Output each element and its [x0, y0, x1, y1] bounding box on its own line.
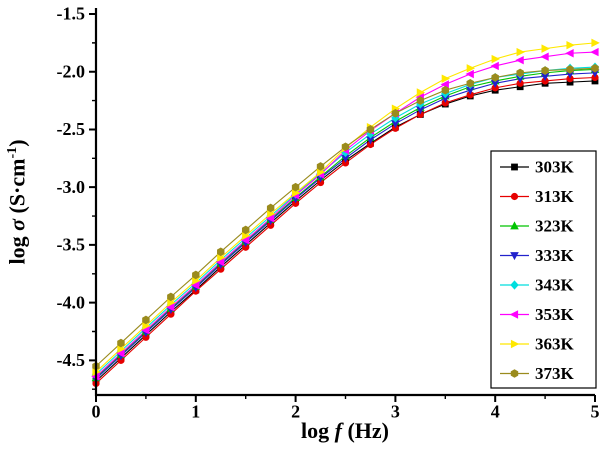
- x-axis-label-symbol: f: [334, 418, 342, 443]
- y-axis-label-symbol: σ: [4, 219, 30, 231]
- y-axis-label-units: (S·cm: [4, 158, 30, 220]
- x-axis-label-units: (Hz): [341, 418, 389, 443]
- y-axis-label-close: ): [4, 139, 30, 147]
- y-axis-label: log σ (S·cm-1): [4, 52, 32, 352]
- x-axis-label: log f (Hz): [301, 418, 389, 444]
- x-axis-label-prefix: log: [301, 418, 335, 443]
- y-axis-label-exponent: -1: [4, 146, 20, 159]
- y-axis-label-prefix: log: [4, 230, 30, 265]
